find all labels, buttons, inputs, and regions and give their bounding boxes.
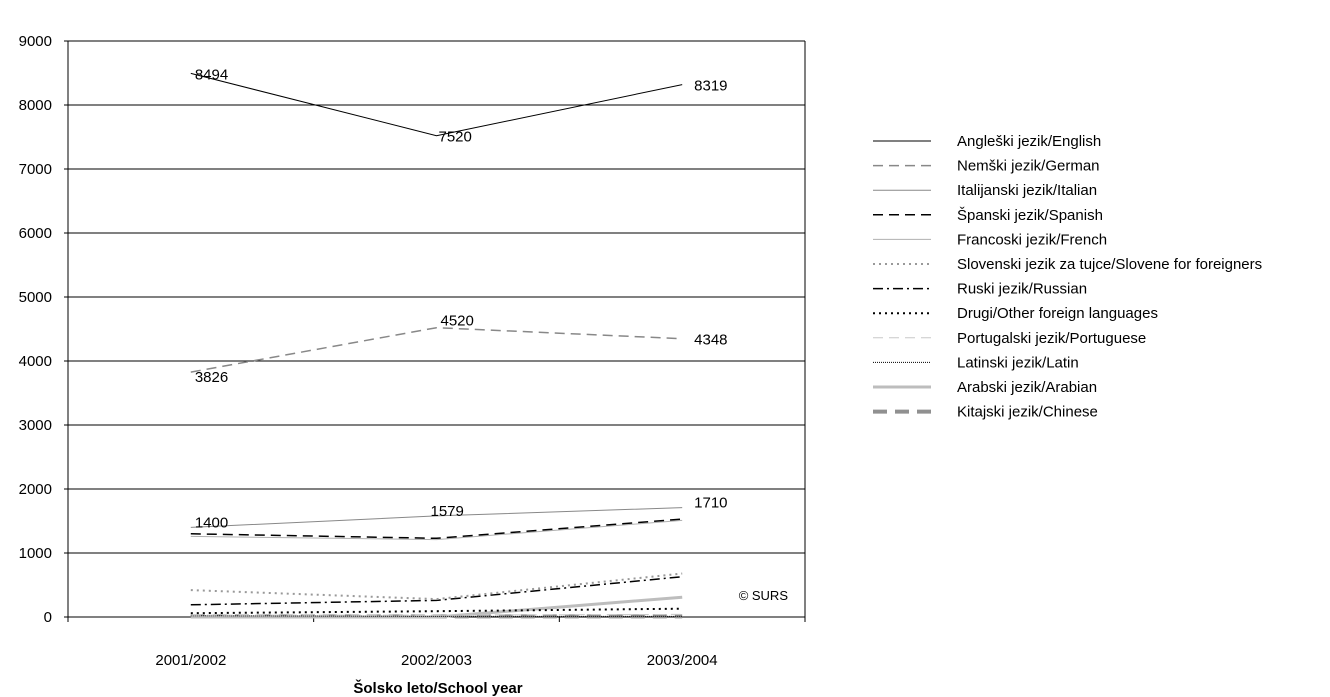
series-line bbox=[190, 595, 683, 619]
legend-label: Slovenski jezik za tujce/Slovene for for… bbox=[957, 256, 1262, 273]
y-tick-label: 8000 bbox=[19, 97, 52, 114]
series-line bbox=[190, 519, 683, 541]
y-tick-label: 9000 bbox=[19, 33, 52, 50]
data-label: 1579 bbox=[431, 503, 464, 520]
data-label: 4520 bbox=[441, 313, 474, 330]
x-tick-label: 2002/2003 bbox=[401, 652, 472, 669]
legend: Angleški jezik/English Nemški jezik/Germa… bbox=[873, 133, 1262, 421]
series-lines bbox=[190, 72, 683, 619]
x-tick-label: 2001/2002 bbox=[155, 652, 226, 669]
data-labels: 8494 7520 8319 3826 4520 4348 1400 1579 1710 bbox=[195, 66, 728, 531]
y-tick-label: 1000 bbox=[19, 545, 52, 562]
data-label: 1710 bbox=[694, 495, 727, 512]
series-line bbox=[190, 572, 683, 601]
credit-text: © SURS bbox=[739, 588, 789, 603]
y-tick-label: 6000 bbox=[19, 225, 52, 242]
series-line bbox=[190, 613, 683, 616]
legend-label: Arabski jezik/Arabian bbox=[957, 379, 1097, 396]
data-label: 1400 bbox=[195, 514, 228, 531]
y-tick-label: 4000 bbox=[19, 353, 52, 370]
series-line bbox=[190, 607, 683, 615]
data-label: 4348 bbox=[694, 332, 727, 349]
y-tick-label: 2000 bbox=[19, 481, 52, 498]
x-tick-label: 2003/2004 bbox=[647, 652, 718, 669]
data-label: 7520 bbox=[439, 129, 472, 146]
y-tick-label: 3000 bbox=[19, 417, 52, 434]
legend-label: Drugi/Other foreign languages bbox=[957, 305, 1158, 322]
series-line bbox=[190, 507, 683, 528]
y-tick-label: 7000 bbox=[19, 161, 52, 178]
legend-label: Angleški jezik/English bbox=[957, 133, 1101, 150]
series-line bbox=[190, 518, 683, 540]
series-line bbox=[190, 72, 683, 137]
legend-label: Italijanski jezik/Italian bbox=[957, 182, 1097, 199]
legend-label: Kitajski jezik/Chinese bbox=[957, 404, 1098, 421]
legend-label: Francoski jezik/French bbox=[957, 231, 1107, 248]
data-label: 8319 bbox=[694, 78, 727, 95]
axes: 0 1000 2000 3000 4000 5000 6000 7000 8000 9000 200… bbox=[19, 33, 806, 669]
data-label: 3826 bbox=[195, 369, 228, 386]
data-label: 8494 bbox=[195, 66, 228, 83]
legend-label: Španski jezik/Spanish bbox=[957, 207, 1103, 224]
series-line bbox=[190, 575, 683, 606]
y-tick-label: 0 bbox=[44, 609, 52, 626]
legend-label: Latinski jezik/Latin bbox=[957, 354, 1079, 371]
y-tick-label: 5000 bbox=[19, 289, 52, 306]
legend-label: Nemški jezik/German bbox=[957, 158, 1100, 175]
series-line bbox=[190, 326, 683, 373]
x-axis-title: Šolsko leto/School year bbox=[353, 679, 522, 697]
gridlines bbox=[68, 104, 805, 554]
legend-label: Ruski jezik/Russian bbox=[957, 281, 1087, 298]
legend-label: Portugalski jezik/Portuguese bbox=[957, 330, 1146, 347]
